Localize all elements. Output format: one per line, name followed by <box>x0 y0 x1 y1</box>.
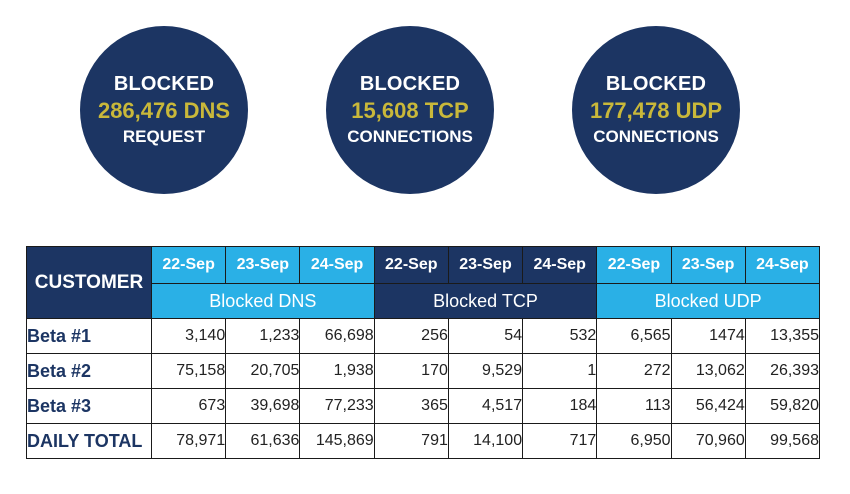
date-header: 23-Sep <box>670 246 746 284</box>
group-header-udp: Blocked UDP <box>596 283 820 319</box>
table-cell: 184 <box>522 388 598 424</box>
date-header: 24-Sep <box>744 246 821 284</box>
circle-label: BLOCKED <box>359 73 461 95</box>
table-row: Beta #1 3,140 1,233 66,698 256 54 532 6,565 1474… <box>26 318 821 354</box>
date-header: 23-Sep <box>225 246 301 284</box>
table-cell: 14,100 <box>447 423 524 459</box>
table-cell: 20,705 <box>225 353 301 389</box>
group-header-dns: Blocked DNS <box>151 283 375 319</box>
date-header: 24-Sep <box>522 246 598 284</box>
table-row: DAILY TOTAL 78,971 61,636 145,869 791 14,100 7… <box>26 423 821 459</box>
circle-value: 177,478 UDP <box>589 98 723 123</box>
group-header-tcp: Blocked TCP <box>373 283 598 319</box>
table-cell: 791 <box>373 423 449 459</box>
customer-name: Beta #2 <box>26 353 152 389</box>
table-cell: 99,568 <box>744 423 821 459</box>
circle-value: 15,608 TCP <box>351 98 469 123</box>
date-header-row: CUSTOMER 22-Sep 23-Sep 24-Sep 22-Sep 23-… <box>26 246 821 319</box>
circle-label: BLOCKED <box>113 73 215 95</box>
date-header: 22-Sep <box>373 246 449 284</box>
group-header-row: Blocked DNS Blocked TCP Blocked UDP <box>27 283 820 319</box>
table-cell: 4,517 <box>447 388 524 424</box>
table-cell: 673 <box>150 388 227 424</box>
circle-caption: CONNECTIONS <box>347 127 473 146</box>
circle-caption: CONNECTIONS <box>593 127 719 146</box>
customer-name: Beta #1 <box>26 318 152 354</box>
table-cell: 113 <box>596 388 672 424</box>
table-cell: 256 <box>373 318 449 354</box>
blocked-traffic-table: CUSTOMER 22-Sep 23-Sep 24-Sep 22-Sep 23-… <box>26 246 821 459</box>
table-row: Beta #3 673 39,698 77,233 365 4,517 184 113 56,4… <box>26 388 821 424</box>
customer-name: Beta #3 <box>26 388 152 424</box>
date-header: 24-Sep <box>299 246 375 284</box>
table-cell: 1 <box>522 353 598 389</box>
date-header: 22-Sep <box>150 246 227 284</box>
circle-caption: REQUEST <box>122 127 206 146</box>
customer-name: DAILY TOTAL <box>26 423 152 459</box>
date-header: 23-Sep <box>447 246 524 284</box>
table-cell: 54 <box>447 318 524 354</box>
date-header: 22-Sep <box>596 246 672 284</box>
table-cell: 13,062 <box>670 353 746 389</box>
table-cell: 1474 <box>670 318 746 354</box>
blocked-udp-circle: BLOCKED 177,478 UDP CONNECTIONS <box>572 26 740 194</box>
blocked-tcp-circle: BLOCKED 15,608 TCP CONNECTIONS <box>326 26 494 194</box>
table-cell: 77,233 <box>299 388 375 424</box>
table-cell: 75,158 <box>150 353 227 389</box>
table-cell: 78,971 <box>150 423 227 459</box>
table-cell: 272 <box>596 353 672 389</box>
table-cell: 70,960 <box>670 423 746 459</box>
table-cell: 365 <box>373 388 449 424</box>
table-cell: 3,140 <box>150 318 227 354</box>
table-cell: 717 <box>522 423 598 459</box>
table-cell: 61,636 <box>225 423 301 459</box>
table-cell: 170 <box>373 353 449 389</box>
table-cell: 9,529 <box>447 353 524 389</box>
table-cell: 1,233 <box>225 318 301 354</box>
table-cell: 66,698 <box>299 318 375 354</box>
blocked-dns-circle: BLOCKED 286,476 DNS REQUEST <box>80 26 248 194</box>
table-cell: 532 <box>522 318 598 354</box>
table-cell: 6,950 <box>596 423 672 459</box>
table-cell: 26,393 <box>744 353 821 389</box>
table-cell: 56,424 <box>670 388 746 424</box>
table-cell: 145,869 <box>299 423 375 459</box>
table-cell: 6,565 <box>596 318 672 354</box>
table-cell: 13,355 <box>744 318 821 354</box>
table-row: Beta #2 75,158 20,705 1,938 170 9,529 1 272 13,0… <box>26 353 821 389</box>
circle-value: 286,476 DNS <box>97 98 231 123</box>
table-cell: 39,698 <box>225 388 301 424</box>
circle-label: BLOCKED <box>605 73 707 95</box>
customer-header: CUSTOMER <box>26 246 152 319</box>
table-cell: 59,820 <box>744 388 821 424</box>
table-cell: 1,938 <box>299 353 375 389</box>
